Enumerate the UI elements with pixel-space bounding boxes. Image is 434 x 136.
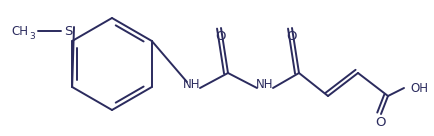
Text: O: O — [286, 30, 296, 43]
Text: CH: CH — [11, 24, 28, 38]
Text: OH: OH — [409, 81, 427, 95]
Text: S: S — [64, 24, 72, 38]
Text: O: O — [215, 30, 226, 43]
Text: NH: NH — [183, 78, 200, 92]
Text: NH: NH — [256, 78, 273, 92]
Text: O: O — [375, 115, 385, 129]
Text: 3: 3 — [29, 32, 35, 41]
